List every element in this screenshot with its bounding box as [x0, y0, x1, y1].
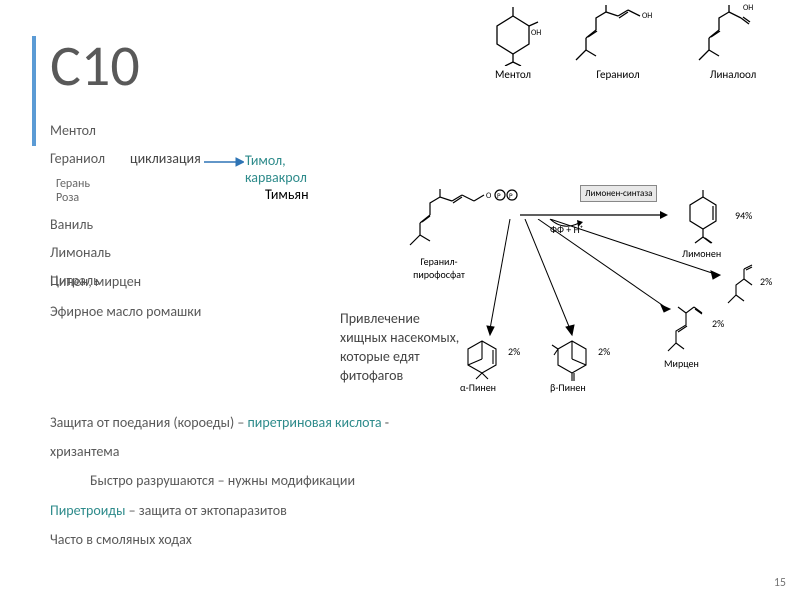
item-pinene: Пинен, мирцен — [50, 270, 380, 294]
carvacrol: карвакрол — [245, 169, 307, 186]
svg-text:OH: OH — [531, 28, 541, 38]
page-number: 15 — [774, 576, 786, 590]
b-pinene: β-Пинен — [550, 381, 586, 394]
p2a: 2% — [508, 345, 520, 358]
p2x: 2% — [760, 275, 772, 288]
p2b: 2% — [598, 345, 610, 358]
svg-text:OH: OH — [743, 4, 753, 13]
item-limonal: Лимональ — [50, 242, 180, 264]
page-title: С10 — [50, 30, 140, 101]
svg-text:P: P — [497, 191, 501, 200]
thymol: Тимол, — [245, 152, 286, 169]
item-chamomile: Эфирное масло ромашки — [50, 300, 380, 324]
svg-text:O: O — [486, 191, 492, 201]
arrow-icon — [204, 156, 244, 168]
thyme: Тимьян — [265, 186, 309, 203]
full-block: Защита от поедания (короеды) – пиретрино… — [50, 410, 770, 556]
svg-text:P: P — [509, 191, 513, 200]
line-pyrethroids: Пиретроиды – защита от эктопаразитов — [50, 498, 770, 523]
cyclization-label: циклизация — [130, 150, 210, 167]
svg-text:OH: OH — [642, 11, 652, 21]
line-destroy: Быстро разрушаются – нужны модификации — [90, 468, 770, 493]
myrcene: Мирцен — [664, 357, 699, 370]
mol-geraniol-label: Гераниол — [596, 68, 639, 81]
mol-linalool-label: Линалоол — [710, 68, 756, 81]
enzyme-box: Лимонен-синтаза — [580, 185, 657, 202]
mol-linalool: OH Линалоол — [688, 4, 778, 81]
line-pyrethrin: Защита от поедания (короеды) – пиретрино… — [50, 410, 770, 435]
content-block: Пинен, мирцен Эфирное масло ромашки — [50, 270, 380, 330]
line-chrys: хризантема — [50, 439, 770, 464]
a-pinene: α-Пинен — [460, 381, 496, 394]
p2m: 2% — [712, 317, 724, 330]
sub-rose: Роза — [56, 191, 180, 205]
item-menthol: Ментол — [50, 120, 180, 142]
thymol-block: Тимол, карвакрол Тимьян — [245, 152, 309, 203]
gpp-label: Геранил-пирофосфат — [404, 255, 474, 281]
mol-menthol-label: Ментол — [495, 68, 531, 81]
mol-geraniol: OH Гераниол — [568, 4, 668, 81]
item-vanilla: Ваниль — [50, 214, 180, 236]
reaction-scheme: O P P Геранил-пирофосфат Лимонен-синтаза… — [400, 185, 780, 395]
sub-geran: Герань — [56, 177, 180, 191]
line-resin: Часто в смоляных ходах — [50, 527, 770, 552]
mol-menthol: OH Ментол — [478, 4, 548, 81]
